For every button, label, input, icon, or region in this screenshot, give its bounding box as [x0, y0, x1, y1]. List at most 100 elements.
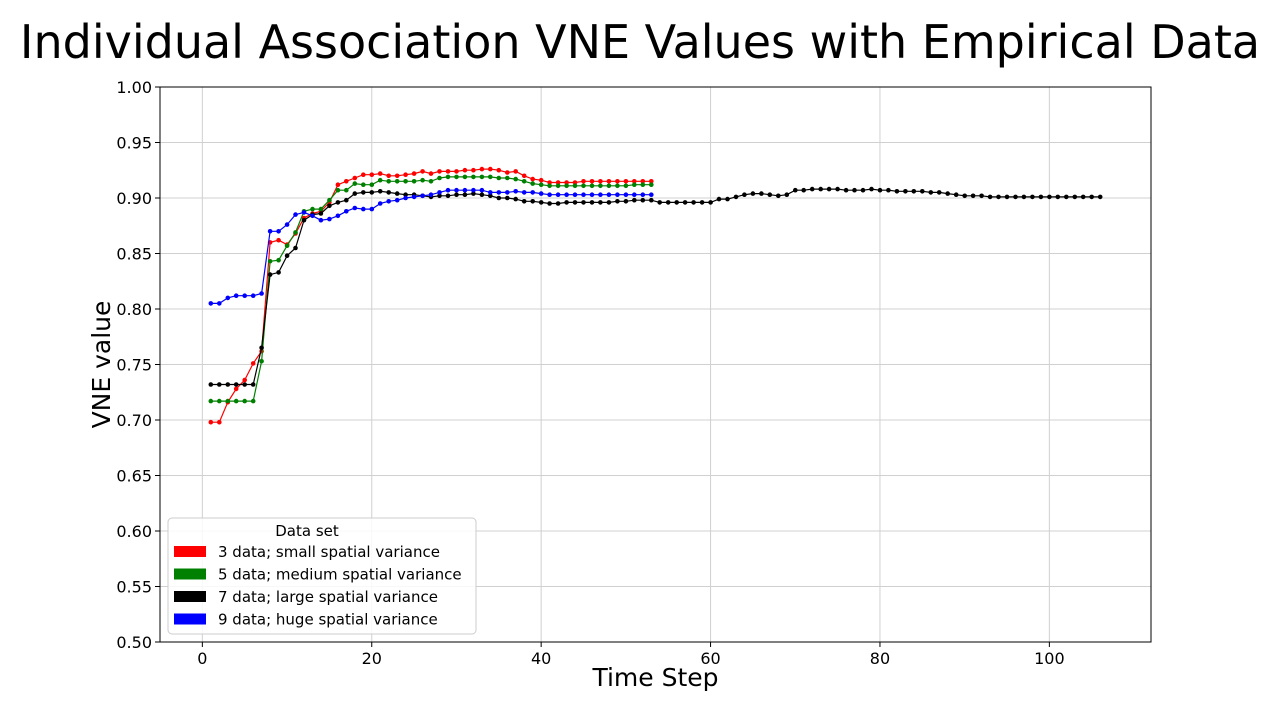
- data-point: [394, 173, 400, 179]
- data-point: [488, 190, 493, 195]
- data-point: [750, 191, 756, 196]
- data-point: [242, 382, 247, 387]
- data-point: [1021, 194, 1027, 200]
- data-point: [479, 192, 485, 197]
- legend-box: [167, 517, 477, 635]
- data-point: [403, 195, 408, 201]
- data-point: [513, 196, 518, 202]
- data-point: [327, 197, 332, 203]
- data-point: [1097, 194, 1103, 200]
- data-point: [479, 174, 485, 180]
- data-point: [259, 358, 264, 364]
- legend-title: Data set: [275, 522, 339, 540]
- data-point: [1038, 194, 1044, 200]
- data-point: [217, 398, 222, 404]
- data-point: [310, 206, 315, 212]
- y-tick-label: 0.70: [116, 411, 152, 430]
- data-point: [843, 187, 849, 193]
- data-point: [462, 192, 468, 197]
- data-point: [259, 291, 264, 296]
- data-point: [386, 179, 392, 184]
- data-point: [852, 187, 857, 193]
- data-point: [250, 361, 256, 366]
- data-point: [793, 187, 798, 193]
- data-point: [996, 194, 1001, 200]
- data-point: [606, 192, 612, 197]
- data-point: [547, 180, 552, 185]
- y-tick-label: 0.55: [116, 578, 152, 597]
- data-point: [623, 192, 629, 197]
- data-point: [217, 301, 222, 306]
- data-point: [632, 179, 637, 184]
- data-point: [589, 200, 595, 205]
- data-point: [335, 187, 341, 193]
- data-point: [276, 257, 281, 263]
- legend-swatch: [174, 613, 206, 625]
- data-point: [606, 179, 612, 184]
- series-line: [210, 189, 652, 304]
- data-point: [860, 187, 866, 193]
- legend-entry: 7 data; large spatial variance: [218, 588, 438, 606]
- data-point: [233, 386, 239, 392]
- data-point: [632, 192, 637, 197]
- data-point: [555, 192, 561, 197]
- data-point: [437, 169, 442, 174]
- data-point: [454, 192, 459, 197]
- series-3: [208, 186, 1103, 387]
- data-point: [454, 174, 459, 180]
- legend: Data set 3 data; small spatial variance 5 …: [167, 517, 477, 635]
- data-point: [649, 192, 654, 197]
- data-point: [928, 190, 934, 195]
- data-point: [217, 382, 222, 387]
- data-point: [547, 183, 552, 189]
- series-2: [208, 174, 654, 404]
- data-point: [572, 183, 578, 189]
- x-tick-label: 0: [197, 649, 207, 668]
- data-point: [361, 190, 366, 195]
- data-point: [623, 179, 629, 184]
- data-point: [598, 179, 603, 184]
- data-point: [538, 191, 544, 196]
- data-point: [411, 179, 417, 184]
- data-point: [293, 230, 298, 235]
- data-point: [462, 187, 468, 193]
- data-point: [496, 167, 502, 173]
- data-point: [242, 377, 247, 383]
- series-line: [210, 168, 652, 423]
- data-point: [818, 186, 823, 192]
- data-point: [632, 182, 637, 187]
- data-point: [428, 192, 434, 197]
- data-point: [606, 183, 612, 189]
- data-point: [428, 171, 434, 176]
- data-point: [369, 206, 375, 212]
- data-point: [403, 179, 408, 184]
- data-point: [437, 190, 442, 195]
- data-point: [784, 192, 790, 197]
- x-tick-label: 100: [1034, 649, 1065, 668]
- data-point: [369, 182, 375, 187]
- data-point: [869, 186, 874, 192]
- data-point: [505, 170, 510, 175]
- data-point: [581, 200, 586, 205]
- data-point: [589, 179, 595, 184]
- data-point: [293, 245, 298, 251]
- data-point: [335, 200, 341, 205]
- data-point: [547, 201, 552, 206]
- data-point: [411, 171, 417, 176]
- data-point: [615, 179, 620, 184]
- data-point: [217, 419, 222, 425]
- data-point: [826, 186, 832, 192]
- data-point: [496, 190, 502, 195]
- data-point: [615, 183, 620, 189]
- data-point: [403, 192, 408, 197]
- data-point: [479, 166, 485, 172]
- data-point: [437, 193, 442, 199]
- data-point: [538, 182, 544, 187]
- data-point: [979, 193, 984, 199]
- slide-title: Individual Association VNE Values with E…: [19, 15, 1261, 69]
- data-point: [284, 253, 290, 258]
- data-point: [233, 398, 239, 404]
- series-4: [208, 187, 654, 306]
- data-point: [809, 186, 815, 192]
- data-point: [589, 192, 595, 197]
